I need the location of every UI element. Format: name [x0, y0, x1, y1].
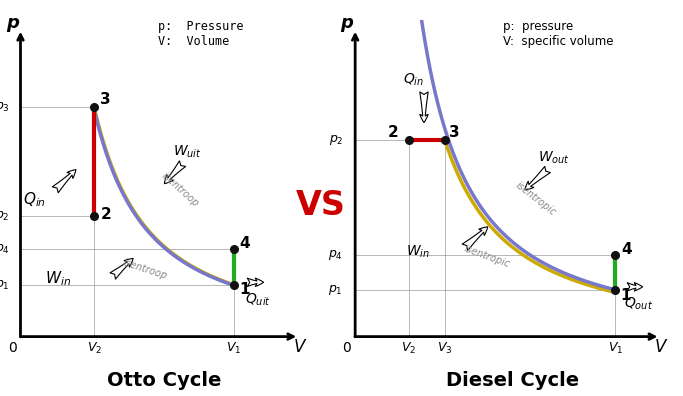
Text: V: V — [655, 338, 666, 356]
Text: $V_2$: $V_2$ — [402, 341, 417, 356]
Text: Diesel Cycle: Diesel Cycle — [446, 371, 579, 390]
Text: Otto Cycle: Otto Cycle — [107, 371, 221, 390]
Text: 0: 0 — [8, 341, 16, 355]
Text: $V_3$: $V_3$ — [437, 341, 453, 356]
Text: $Q_{in}$: $Q_{in}$ — [403, 71, 424, 88]
Text: 1: 1 — [239, 282, 249, 297]
Text: $V_1$: $V_1$ — [226, 341, 241, 356]
Text: 2: 2 — [101, 207, 112, 222]
Text: 3: 3 — [449, 126, 460, 141]
Text: 3: 3 — [100, 92, 111, 107]
Text: V: V — [294, 338, 305, 356]
Text: $W_{in}$: $W_{in}$ — [45, 270, 71, 289]
Text: 0: 0 — [342, 341, 350, 355]
Text: p: p — [339, 14, 352, 32]
Text: isentroop: isentroop — [122, 257, 169, 281]
Text: 4: 4 — [622, 242, 632, 257]
Text: $W_{out}$: $W_{out}$ — [538, 150, 570, 166]
Text: p:  pressure
V:  specific volume: p: pressure V: specific volume — [503, 20, 613, 48]
Text: 4: 4 — [239, 236, 250, 251]
Text: p: p — [6, 14, 18, 32]
Text: p:  Pressure
V:  Volume: p: Pressure V: Volume — [158, 20, 244, 48]
Text: $V_2$: $V_2$ — [87, 341, 102, 356]
Text: 2: 2 — [388, 126, 399, 141]
Text: 1: 1 — [620, 288, 630, 303]
Text: $p_1$: $p_1$ — [329, 283, 343, 297]
Text: $V_1$: $V_1$ — [608, 341, 623, 356]
Text: $p_2$: $p_2$ — [329, 133, 343, 147]
Text: $p_4$: $p_4$ — [329, 248, 343, 262]
Text: $W_{uit}$: $W_{uit}$ — [173, 144, 202, 160]
Text: isentropic: isentropic — [463, 243, 512, 269]
Text: $p_4$: $p_4$ — [0, 242, 10, 256]
Text: $W_{in}$: $W_{in}$ — [406, 243, 430, 259]
Text: $p_2$: $p_2$ — [0, 209, 10, 223]
Text: VS: VS — [296, 189, 346, 223]
Text: isentroop: isentroop — [160, 171, 201, 209]
Text: $Q_{out}$: $Q_{out}$ — [624, 296, 654, 312]
Text: $Q_{in}$: $Q_{in}$ — [23, 190, 46, 209]
Text: isentropic: isentropic — [514, 180, 558, 218]
Text: $p_1$: $p_1$ — [0, 278, 10, 292]
Text: $Q_{uit}$: $Q_{uit}$ — [245, 291, 270, 308]
Text: $p_3$: $p_3$ — [0, 100, 10, 114]
